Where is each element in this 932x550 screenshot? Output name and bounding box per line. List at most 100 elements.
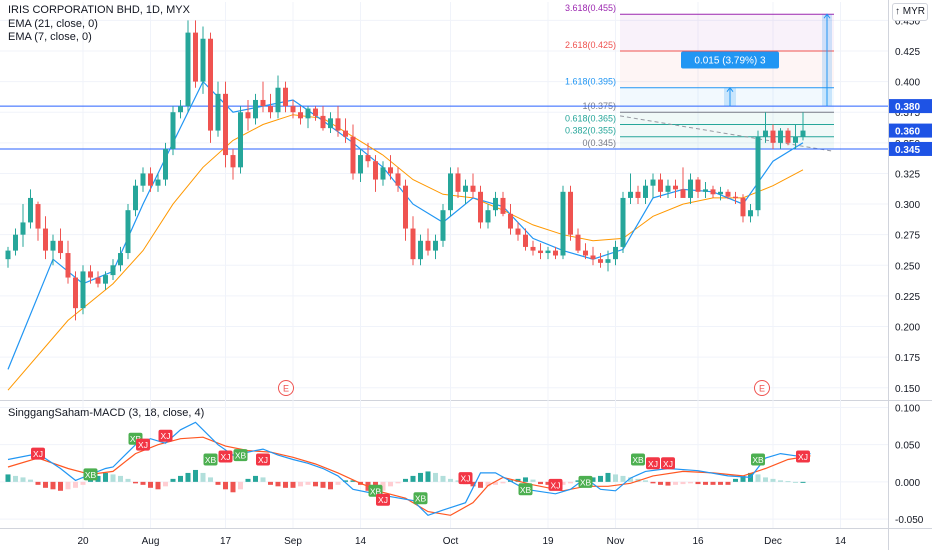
candle-body (335, 118, 341, 131)
macd-histogram-bar (718, 481, 723, 485)
candle (733, 191, 738, 205)
candle-body (538, 250, 543, 254)
macd-histogram-bar (650, 481, 656, 484)
time-axis: 20 Aug 17 Sep 14 Oct 19 Nov 16 Dec 14 (77, 536, 846, 547)
price-tick-label: 0.200 (895, 323, 920, 334)
candle-body (605, 259, 611, 263)
candle (590, 246, 596, 266)
candle (328, 112, 333, 134)
marker-box (646, 457, 660, 470)
price-tick-label: 0.450 (895, 16, 920, 27)
earnings-marker[interactable] (278, 380, 294, 396)
macd-histogram-bar (103, 472, 108, 482)
ema21-legend: EMA (21, close, 0) (8, 18, 98, 30)
macd-histogram-bar (575, 480, 581, 482)
candle (725, 189, 731, 200)
candle (178, 99, 183, 119)
candle-body (110, 265, 116, 276)
macd-histogram-bar (493, 481, 498, 485)
candle-body (395, 173, 401, 186)
macd-histogram-bar (410, 475, 416, 482)
candle (448, 167, 453, 217)
candle-body (545, 250, 551, 254)
marker-label: XJ (258, 455, 268, 465)
candle (335, 106, 341, 137)
candle-body (493, 197, 498, 211)
candle (125, 204, 131, 260)
candle-body (163, 148, 168, 180)
candle-body (755, 136, 761, 211)
macd-histogram-bar (605, 472, 611, 482)
marker-label: XB (130, 434, 142, 444)
candle-body (260, 99, 266, 107)
candle (755, 130, 761, 217)
marker-label: XB (370, 486, 382, 496)
currency-button[interactable]: ↑ MYR (892, 3, 928, 21)
earnings-marker[interactable] (754, 380, 770, 396)
macd-sell-marker: XJ (158, 429, 173, 442)
macd-sell-marker: XJ (376, 493, 390, 506)
macd-buy-marker: XB (203, 453, 218, 466)
macd-histogram-bar (688, 481, 693, 484)
fibonacci-extension: 3.618(0.455)2.618(0.425)1.618(0.395)1(0.… (565, 3, 835, 152)
candle (628, 173, 633, 205)
macd-histogram-bar (140, 481, 146, 485)
candle-body (778, 130, 783, 143)
macd-histogram-bar (545, 481, 551, 485)
macd-histogram-bar (298, 481, 303, 487)
macd-histogram-bar (50, 481, 56, 490)
candle-body (695, 179, 701, 192)
marker-label: XB (205, 455, 217, 465)
candle (770, 124, 776, 149)
marker-box (458, 472, 473, 485)
candle-body (245, 112, 251, 119)
candle-body (118, 253, 123, 266)
candle (170, 106, 176, 156)
candle-body (478, 191, 483, 223)
macd-histogram-bar (28, 479, 33, 482)
candle (665, 179, 671, 198)
macd-histogram-bar (343, 480, 348, 482)
measure-arrow-head (726, 86, 734, 93)
marker-box (136, 438, 150, 451)
macd-histogram-bar (13, 475, 18, 482)
marker-box (413, 492, 428, 505)
macd-histogram-bar (388, 481, 393, 487)
candle-body (73, 277, 78, 309)
candle-body (50, 240, 56, 251)
time-tick-label: 17 (220, 536, 232, 547)
marker-label: XB (85, 470, 97, 480)
macd-legend: SinggangSaham-MACD (3, 18, close, 4) (8, 407, 205, 419)
horizontal-lines (0, 105, 888, 150)
ema7-legend: EMA (7, close, 0) (8, 31, 92, 43)
candle (418, 234, 423, 266)
candle (643, 179, 648, 205)
time-tick-label: 14 (835, 536, 847, 547)
marker-box (233, 449, 248, 462)
time-tick-label: 14 (355, 536, 367, 547)
candle (508, 204, 513, 235)
candle (230, 148, 236, 180)
candle-body (658, 179, 663, 192)
candle-body (5, 250, 11, 260)
candle-body (58, 240, 63, 254)
candle (440, 204, 446, 247)
macd-histogram-bar (35, 481, 41, 485)
fib-level-label: 1.618(0.395) (565, 77, 616, 87)
candle (358, 148, 363, 183)
macd-histogram-bar (665, 481, 671, 486)
candle (800, 112, 806, 141)
candle-body (298, 112, 303, 119)
macd-buy-marker: XB (631, 453, 645, 466)
candle (658, 173, 663, 198)
candle-body (283, 87, 288, 107)
candle (5, 246, 11, 268)
marker-box (376, 493, 390, 506)
macd-histogram-bar (598, 475, 603, 482)
candle (193, 20, 198, 88)
candle (583, 243, 588, 260)
candle-body (748, 210, 753, 217)
macd-histogram-bar (710, 481, 716, 485)
